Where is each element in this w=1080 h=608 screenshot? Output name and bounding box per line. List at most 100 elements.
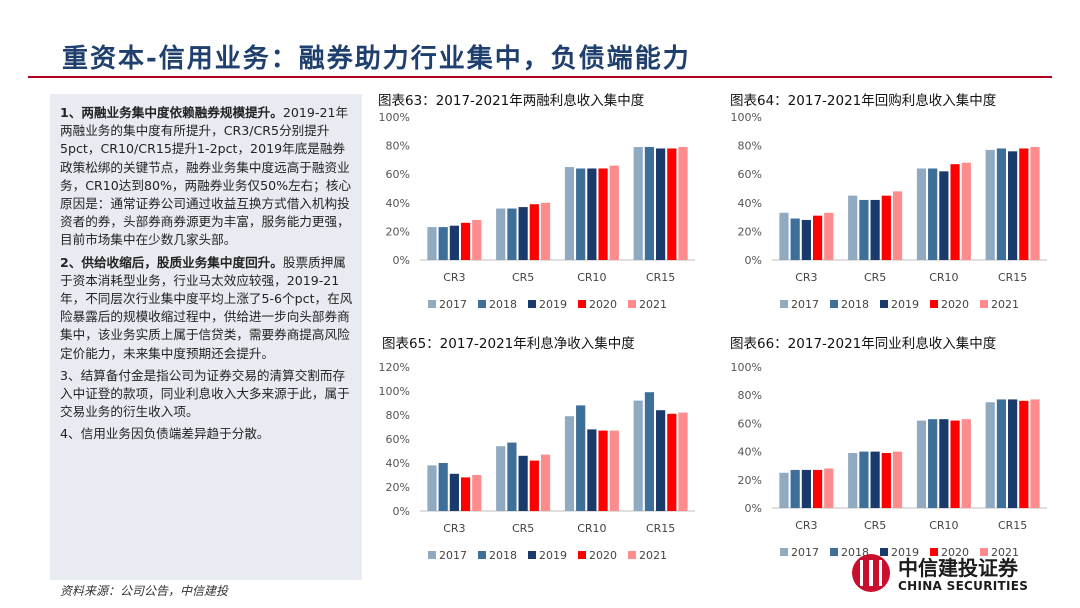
category-label: CR10	[577, 522, 606, 535]
legend-swatch	[880, 300, 888, 308]
legend-swatch	[930, 548, 938, 556]
point-2-body: 股票质押属于资本消耗型业务，行业马太效应较强，2019-21年，不同层次行业集中…	[60, 254, 353, 361]
bar-CR5-2019	[518, 207, 528, 260]
bar-CR5-2017	[496, 446, 506, 511]
bar-CR5-2021	[540, 454, 551, 511]
legend-swatch	[880, 548, 888, 556]
bar-CR3-2018	[438, 227, 448, 260]
y-tick-label: 100%	[379, 385, 410, 398]
legend-swatch	[628, 300, 636, 308]
category-label: CR15	[998, 271, 1027, 284]
legend-label: 2018	[489, 549, 517, 562]
legend-label: 2020	[941, 546, 969, 559]
bar-CR3-2020	[812, 469, 823, 508]
legend-label: 2021	[991, 298, 1019, 311]
bar-CR10-2020	[950, 164, 960, 260]
y-tick-label: 60%	[386, 433, 410, 446]
chart-title-66: 图表66：2017-2021年同业利息收入集中度	[730, 336, 997, 352]
category-label: CR15	[646, 522, 675, 535]
bar-CR3-2018	[790, 218, 800, 260]
y-tick-label: 20%	[386, 481, 410, 494]
bar-CR10-2019	[587, 168, 597, 260]
bar-CR10-2017	[916, 420, 927, 508]
legend-label: 2021	[991, 546, 1019, 559]
y-tick-label: 20%	[738, 225, 762, 238]
y-tick-label: 60%	[386, 168, 410, 181]
legend-label: 2020	[941, 298, 969, 311]
legend-swatch	[578, 300, 586, 308]
point-1-body: 2019-21年两融业务的集中度有所提升，CR3/CR5分别提升5pct，CR1…	[60, 105, 352, 248]
point-2-heading: 2、供给收缩后，股质业务集中度回升。	[60, 254, 283, 270]
bar-CR5-2021	[892, 191, 903, 260]
bar-CR10-2019	[939, 171, 949, 260]
bar-CR5-2018	[859, 451, 869, 508]
bar-CR3-2021	[472, 219, 482, 260]
bar-CR5-2018	[859, 199, 869, 260]
bar-CR10-2021	[609, 165, 619, 260]
legend-label: 2017	[439, 549, 467, 562]
bar-CR15-2017	[633, 400, 643, 511]
chart-title-65: 图表65：2017-2021年利息净收入集中度	[382, 336, 635, 352]
bar-CR3-2019	[801, 469, 811, 508]
bar-CR10-2018	[576, 405, 586, 511]
legend-label: 2020	[589, 549, 617, 562]
legend-label: 2021	[639, 298, 667, 311]
bar-CR15-2020	[667, 413, 677, 511]
category-label: CR3	[443, 522, 465, 535]
legend-swatch	[830, 548, 838, 556]
bar-CR5-2020	[881, 195, 891, 260]
source-note: 资料来源：公司公告，中信建投	[60, 584, 229, 598]
category-label: CR5	[864, 519, 886, 532]
y-tick-label: 100%	[379, 111, 410, 124]
y-tick-label: 20%	[386, 225, 410, 238]
bar-CR15-2017	[985, 149, 995, 260]
bar-CR15-2021	[678, 147, 688, 260]
y-tick-label: 40%	[386, 457, 410, 470]
bar-CR3-2020	[460, 477, 471, 511]
bar-CR10-2018	[576, 168, 586, 260]
chart-title-63: 图表63：2017-2021年两融利息收入集中度	[378, 93, 645, 109]
legend-swatch	[478, 300, 486, 308]
point-4: 4、信用业务因负债端差异趋于分散。	[60, 426, 270, 442]
bar-CR3-2019	[801, 219, 811, 260]
bar-CR15-2018	[996, 399, 1007, 508]
logo-emblem	[852, 554, 890, 592]
legend-swatch	[478, 551, 486, 559]
y-tick-label: 100%	[731, 111, 762, 124]
y-tick-label: 40%	[386, 197, 410, 210]
y-tick-label: 40%	[738, 197, 762, 210]
bar-CR10-2017	[564, 416, 575, 511]
y-tick-label: 0%	[745, 254, 762, 267]
y-tick-label: 60%	[738, 168, 762, 181]
legend-label: 2021	[639, 549, 667, 562]
bar-CR15-2021	[678, 412, 688, 511]
bar-CR10-2018	[928, 168, 938, 260]
bar-CR10-2019	[939, 419, 949, 508]
legend-label: 2019	[891, 546, 919, 559]
y-tick-label: 80%	[386, 409, 410, 422]
bar-CR5-2020	[881, 453, 891, 508]
chart-64: 0% 20% 40% 60% 80% 100% CR3 CR5 CR10 CR15 2017 2018…	[731, 111, 1047, 311]
bar-CR10-2020	[950, 420, 960, 508]
legend-label: 2017	[791, 298, 819, 311]
legend-swatch	[628, 551, 636, 559]
y-tick-label: 40%	[738, 446, 762, 459]
category-label: CR15	[646, 271, 675, 284]
legend-label: 2019	[539, 298, 567, 311]
bar-CR10-2021	[961, 162, 971, 260]
y-tick-label: 80%	[386, 140, 410, 153]
bar-CR3-2018	[790, 469, 800, 508]
legend-swatch	[980, 300, 988, 308]
bar-CR3-2019	[449, 473, 459, 511]
category-label: CR3	[795, 519, 817, 532]
bar-CR15-2019	[656, 148, 666, 260]
title-divider	[28, 76, 1052, 78]
bar-CR5-2019	[870, 199, 880, 260]
bar-CR5-2020	[529, 460, 539, 511]
chart-63: 0% 20% 40% 60% 80% 100% CR3 CR5 CR10 CR15 2017 2018…	[379, 111, 695, 311]
legend-label: 2019	[539, 549, 567, 562]
bar-CR5-2021	[540, 202, 551, 260]
category-label: CR5	[512, 271, 534, 284]
bar-CR15-2018	[996, 148, 1007, 260]
